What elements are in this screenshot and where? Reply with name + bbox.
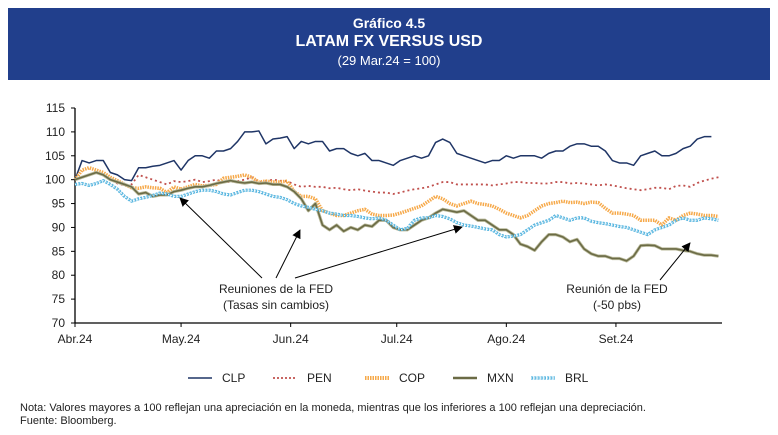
y-tick-label: 75 bbox=[52, 292, 66, 306]
legend-swatch bbox=[453, 376, 477, 380]
legend-label: CLP bbox=[222, 371, 246, 385]
annotation-fed-label: Reuniones de la FED bbox=[219, 282, 333, 296]
x-tick-label: Ago.24 bbox=[487, 332, 525, 346]
series-clp bbox=[74, 130, 712, 182]
line-chart: 70 75 80 85 90 95 100 105 110 115 Abr.24 May.24 Jun.… bbox=[45, 101, 722, 346]
x-tick-label: Abr.24 bbox=[58, 332, 93, 346]
chart-title: LATAM FX VERSUS USD bbox=[295, 33, 483, 50]
legend-item-cop: COP bbox=[365, 368, 425, 388]
legend-item-clp: CLP bbox=[188, 368, 245, 388]
y-tick-label: 80 bbox=[52, 268, 66, 282]
x-tick-label: May.24 bbox=[162, 332, 201, 346]
annotation-fed-cut-sublabel: (-50 pbs) bbox=[593, 298, 641, 312]
footer-note: Nota: Valores mayores a 100 reflejan una… bbox=[20, 402, 646, 414]
annotation-fed-cut-label: Reunión de la FED bbox=[566, 282, 668, 296]
y-tick-label: 95 bbox=[52, 197, 66, 211]
annotation-arrow bbox=[294, 225, 463, 279]
legend-item-brl: BRL bbox=[531, 368, 588, 388]
y-tick-label: 105 bbox=[45, 149, 65, 163]
legend-swatch bbox=[188, 377, 212, 379]
legend-label: COP bbox=[399, 371, 426, 385]
legend-label: BRL bbox=[565, 371, 589, 385]
series-brl bbox=[74, 179, 719, 239]
y-tick-label: 100 bbox=[45, 173, 65, 187]
y-tick-label: 110 bbox=[46, 125, 65, 139]
series-mxn bbox=[74, 171, 719, 262]
legend-swatch bbox=[531, 376, 555, 380]
y-tick-label: 85 bbox=[52, 244, 66, 258]
legend-swatch bbox=[273, 377, 297, 379]
annotation-fed-sublabel: (Tasas sin cambios) bbox=[223, 298, 329, 312]
legend-label: PEN bbox=[307, 371, 332, 385]
chart-number: Gráfico 4.5 bbox=[352, 15, 426, 31]
y-tick-label: 70 bbox=[52, 316, 66, 330]
annotation-arrow bbox=[275, 229, 301, 279]
x-tick-label: Jul.24 bbox=[381, 332, 413, 346]
annotation-arrow bbox=[179, 197, 263, 279]
y-tick-label: 115 bbox=[46, 101, 65, 115]
x-tick-label: Set.24 bbox=[599, 332, 634, 346]
x-tick-label: Jun.24 bbox=[273, 332, 309, 346]
chart-subtitle: (29 Mar.24 = 100) bbox=[337, 53, 441, 68]
legend-label: MXN bbox=[487, 371, 514, 385]
chart-legend: CLP PEN COP MXN BRL bbox=[0, 368, 778, 388]
legend-item-mxn: MXN bbox=[453, 368, 514, 388]
legend-item-pen: PEN bbox=[273, 368, 332, 388]
legend-swatch bbox=[365, 376, 389, 380]
series-mxn-halo bbox=[74, 170, 719, 263]
chart-header: Gráfico 4.5 LATAM FX VERSUS USD (29 Mar.… bbox=[8, 8, 770, 80]
footer: Nota: Valores mayores a 100 reflejan una… bbox=[20, 402, 646, 428]
y-tick-label: 90 bbox=[52, 220, 66, 234]
annotation-arrow bbox=[659, 242, 691, 281]
footer-source: Fuente: Bloomberg. bbox=[20, 415, 117, 427]
series-pen bbox=[74, 171, 719, 195]
